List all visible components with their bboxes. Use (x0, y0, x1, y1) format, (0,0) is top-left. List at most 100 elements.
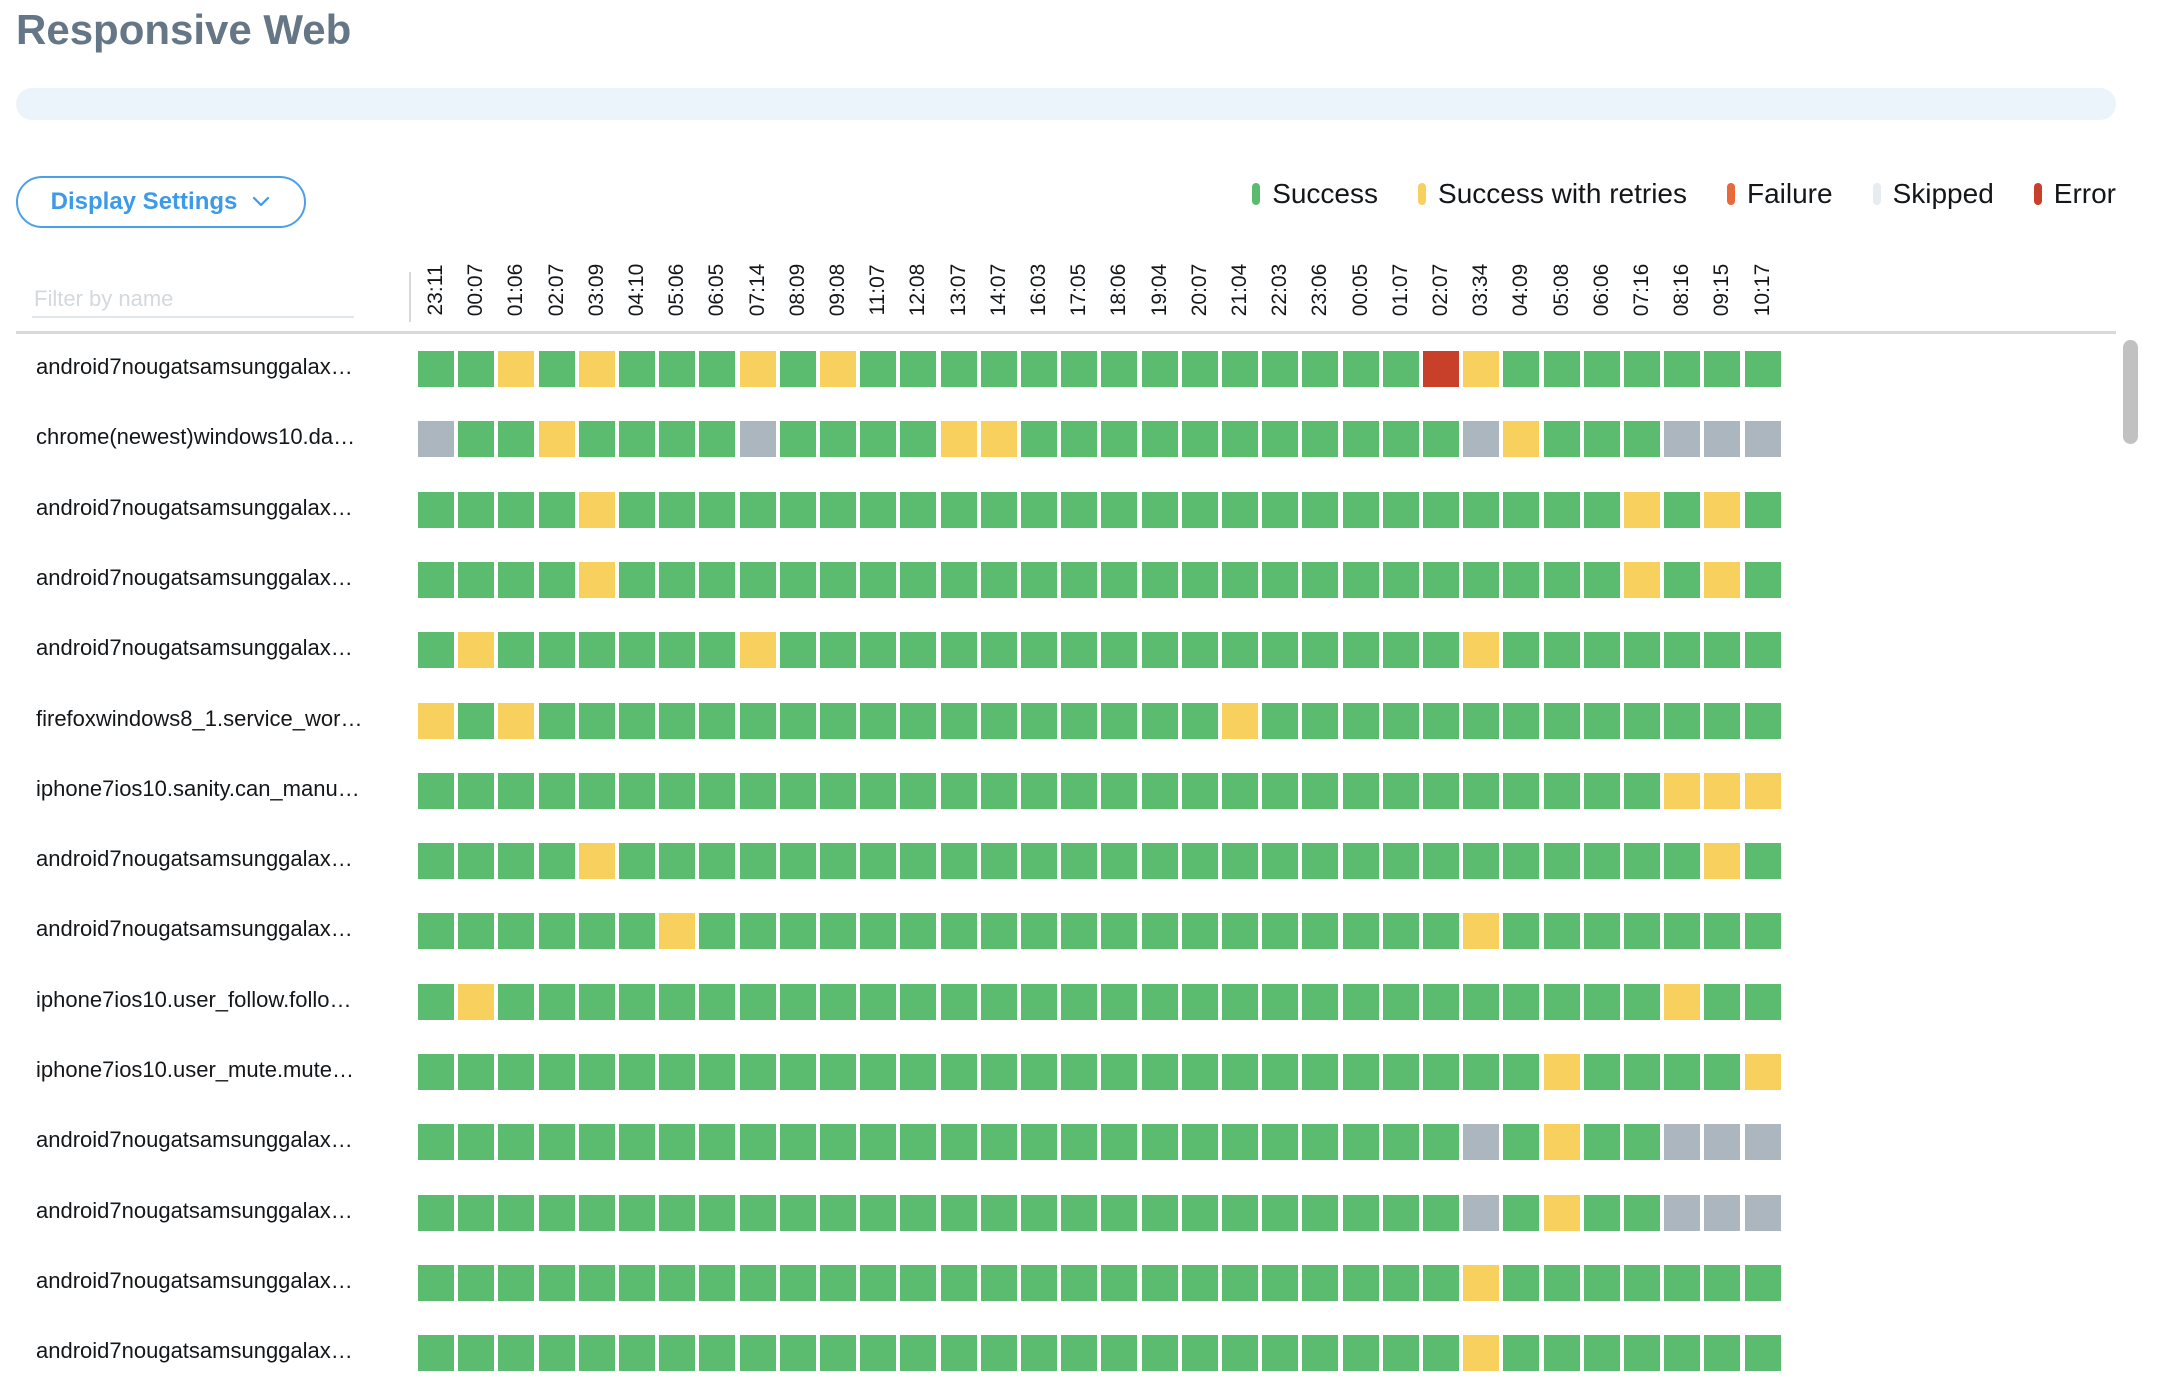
status-cell-success[interactable] (1181, 491, 1218, 528)
status-cell-success[interactable] (1342, 1194, 1379, 1231)
status-cell-success[interactable] (940, 843, 977, 880)
status-cell-success[interactable] (1302, 1264, 1339, 1301)
status-cell-success[interactable] (1543, 491, 1580, 528)
status-cell-success[interactable] (1744, 702, 1781, 739)
status-cell-success[interactable] (1423, 1194, 1459, 1231)
status-cell-success[interactable] (1141, 632, 1178, 669)
status-cell-success[interactable] (1222, 1054, 1258, 1090)
test-name[interactable]: iphone7ios10.user_mute.mute… (36, 1057, 354, 1082)
status-cell-success[interactable] (1503, 632, 1540, 669)
status-cell-success[interactable] (900, 983, 937, 1020)
status-cell-success[interactable] (619, 632, 655, 669)
status-cell-success[interactable] (940, 491, 977, 528)
status-cell-success[interactable] (1503, 1335, 1540, 1372)
status-cell-success[interactable] (779, 1124, 816, 1161)
status-cell-success[interactable] (1664, 702, 1701, 739)
status-cell-success[interactable] (619, 843, 655, 880)
status-cell-success[interactable] (1423, 632, 1459, 669)
status-cell-success[interactable] (1704, 632, 1741, 669)
status-cell-success[interactable] (1704, 1054, 1741, 1090)
status-cell-error[interactable] (1423, 351, 1459, 387)
status-cell-success-with-retries[interactable] (1463, 351, 1500, 387)
status-cell-success-with-retries[interactable] (1624, 491, 1660, 528)
status-cell-success[interactable] (458, 702, 495, 739)
status-cell-success[interactable] (1061, 772, 1098, 809)
status-cell-success[interactable] (940, 1264, 977, 1301)
status-cell-success[interactable] (980, 1264, 1017, 1301)
status-cell-success[interactable] (1583, 491, 1620, 528)
status-cell-success[interactable] (860, 702, 897, 739)
status-cell-success[interactable] (1583, 561, 1620, 598)
status-cell-success[interactable] (1423, 913, 1459, 950)
status-cell-success[interactable] (458, 1124, 495, 1161)
status-cell-success[interactable] (1624, 632, 1660, 669)
status-cell-success-with-retries[interactable] (739, 351, 776, 387)
status-cell-success[interactable] (1624, 1124, 1660, 1161)
status-cell-success[interactable] (739, 983, 776, 1020)
test-name[interactable]: iphone7ios10.sanity.can_manu… (36, 775, 360, 801)
status-cell-success[interactable] (458, 421, 495, 458)
status-cell-success[interactable] (1543, 421, 1580, 458)
status-cell-success[interactable] (619, 702, 655, 739)
status-cell-success[interactable] (1101, 913, 1138, 950)
status-cell-success[interactable] (1704, 1335, 1741, 1372)
status-cell-success[interactable] (1101, 491, 1138, 528)
status-cell-success[interactable] (1061, 702, 1098, 739)
status-cell-skipped[interactable] (739, 421, 776, 458)
status-cell-success[interactable] (940, 1335, 977, 1372)
status-cell-skipped[interactable] (1664, 1124, 1701, 1161)
status-cell-success[interactable] (1101, 1335, 1138, 1372)
status-cell-success[interactable] (1141, 983, 1178, 1020)
status-cell-success[interactable] (699, 702, 736, 739)
status-cell-success[interactable] (1061, 1124, 1098, 1161)
status-cell-success[interactable] (619, 1124, 655, 1161)
status-cell-success[interactable] (1704, 913, 1741, 950)
status-cell-success[interactable] (418, 491, 454, 528)
status-cell-success[interactable] (699, 983, 736, 1020)
status-cell-success[interactable] (1382, 772, 1419, 809)
status-cell-success-with-retries[interactable] (578, 351, 615, 387)
status-cell-success[interactable] (1021, 1054, 1057, 1090)
status-cell-success[interactable] (1342, 421, 1379, 458)
status-cell-success[interactable] (538, 1124, 575, 1161)
status-cell-success[interactable] (1423, 1264, 1459, 1301)
status-cell-success[interactable] (1503, 1124, 1540, 1161)
status-cell-success[interactable] (1181, 1194, 1218, 1231)
status-cell-success[interactable] (1061, 1194, 1098, 1231)
status-cell-success[interactable] (739, 1264, 776, 1301)
status-cell-success[interactable] (619, 421, 655, 458)
status-cell-success[interactable] (739, 702, 776, 739)
status-cell-success[interactable] (1423, 421, 1459, 458)
status-cell-success[interactable] (699, 1054, 736, 1090)
status-cell-success[interactable] (538, 632, 575, 669)
status-cell-success[interactable] (1101, 1054, 1138, 1090)
status-cell-success[interactable] (820, 1264, 856, 1301)
status-cell-success[interactable] (940, 772, 977, 809)
status-cell-success[interactable] (458, 1194, 495, 1231)
status-cell-skipped[interactable] (1463, 421, 1500, 458)
status-cell-success[interactable] (458, 1054, 495, 1090)
status-cell-success[interactable] (1262, 632, 1299, 669)
status-cell-success[interactable] (1744, 632, 1781, 669)
status-cell-success[interactable] (699, 1264, 736, 1301)
status-cell-success[interactable] (1463, 561, 1500, 598)
status-cell-success[interactable] (779, 1335, 816, 1372)
status-cell-success[interactable] (1262, 772, 1299, 809)
status-cell-success[interactable] (659, 1264, 696, 1301)
status-cell-success[interactable] (418, 632, 454, 669)
status-cell-success[interactable] (458, 1335, 495, 1372)
status-cell-success[interactable] (1624, 351, 1660, 387)
status-cell-success[interactable] (659, 1335, 696, 1372)
status-cell-success[interactable] (1302, 1054, 1339, 1090)
status-cell-success[interactable] (578, 913, 615, 950)
status-cell-success[interactable] (820, 1194, 856, 1231)
status-cell-success[interactable] (860, 561, 897, 598)
status-cell-success[interactable] (1181, 351, 1218, 387)
status-cell-success[interactable] (699, 1194, 736, 1231)
status-cell-success[interactable] (900, 702, 937, 739)
status-cell-success[interactable] (940, 1194, 977, 1231)
status-cell-success[interactable] (860, 1194, 897, 1231)
status-cell-success[interactable] (498, 421, 535, 458)
status-cell-success[interactable] (1423, 1054, 1459, 1090)
test-name[interactable]: android7nougatsamsunggalax… (36, 1338, 353, 1364)
